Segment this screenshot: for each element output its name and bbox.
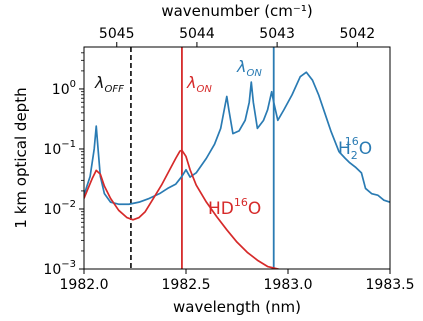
x-tick-label-3: 1983.5 — [366, 277, 415, 293]
top-axis-label: wavenumber (cm⁻¹) — [161, 2, 312, 20]
lambda-on-hdo-label: λON — [186, 73, 212, 95]
series-line-0 — [84, 71, 390, 206]
h2o-series-label: H216O — [338, 135, 372, 162]
y-tick-label-3: 100 — [52, 79, 76, 98]
x-tick-label-0: 1982.0 — [60, 277, 109, 293]
plot-frame — [83, 46, 391, 270]
y-tick-label-1: 10−2 — [43, 199, 76, 218]
x-tick-label-2: 1983.0 — [264, 277, 313, 293]
top-tick-label-1: 5044 — [179, 26, 215, 42]
top-tick-label-3: 5042 — [340, 26, 376, 42]
top-tick-label-2: 5043 — [259, 26, 295, 42]
x-axis-label: wavelength (nm) — [173, 298, 301, 316]
lambda-on-h2o-label: λON — [236, 57, 262, 79]
hdo-series-label: HD16O — [208, 196, 261, 219]
top-tick-label-0: 5045 — [99, 26, 135, 42]
x-tick-label-1: 1982.5 — [162, 277, 211, 293]
y-axis-label: 1 km optical depth — [12, 87, 30, 228]
lambda-off-label: λOFF — [94, 73, 124, 95]
y-tick-label-0: 10−3 — [43, 259, 76, 278]
series-line-1 — [84, 149, 282, 269]
y-tick-label-2: 10−1 — [43, 139, 76, 158]
plot-area — [84, 47, 390, 269]
